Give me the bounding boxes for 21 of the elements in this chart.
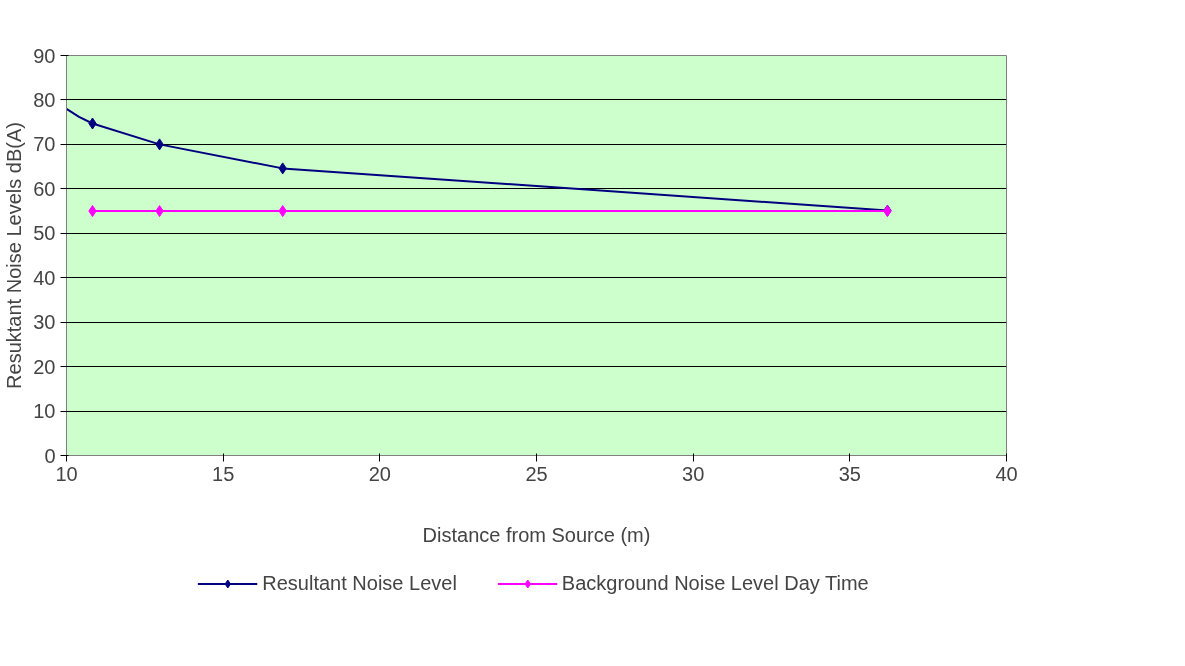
y-tick-label: 50 xyxy=(33,222,56,245)
x-tick-label: 15 xyxy=(212,462,235,485)
x-tick-label: 10 xyxy=(55,462,78,485)
y-tick-label: 20 xyxy=(33,355,56,378)
x-tick-label: 25 xyxy=(525,462,548,485)
y-tick-label: 40 xyxy=(33,266,56,289)
x-tick-label: 30 xyxy=(682,462,705,485)
y-tick-label: 80 xyxy=(33,88,56,111)
x-tick-label: 20 xyxy=(368,462,391,485)
y-tick-label: 90 xyxy=(33,44,56,67)
y-tick-label: 10 xyxy=(33,400,56,423)
y-tick-label: 60 xyxy=(33,177,56,200)
y-axis-title: Resuktant Noise Levels dB(A) xyxy=(3,122,26,389)
legend-label: Resultant Noise Level xyxy=(262,571,457,595)
x-tick-label: 40 xyxy=(995,462,1018,485)
y-tick-label: 70 xyxy=(33,133,56,156)
legend-label: Background Noise Level Day Time xyxy=(561,571,869,595)
x-axis-title: Distance from Source (m) xyxy=(422,523,651,546)
y-tick-label: 0 xyxy=(44,444,56,467)
x-tick-label: 35 xyxy=(838,462,861,485)
y-tick-label: 30 xyxy=(33,311,56,334)
